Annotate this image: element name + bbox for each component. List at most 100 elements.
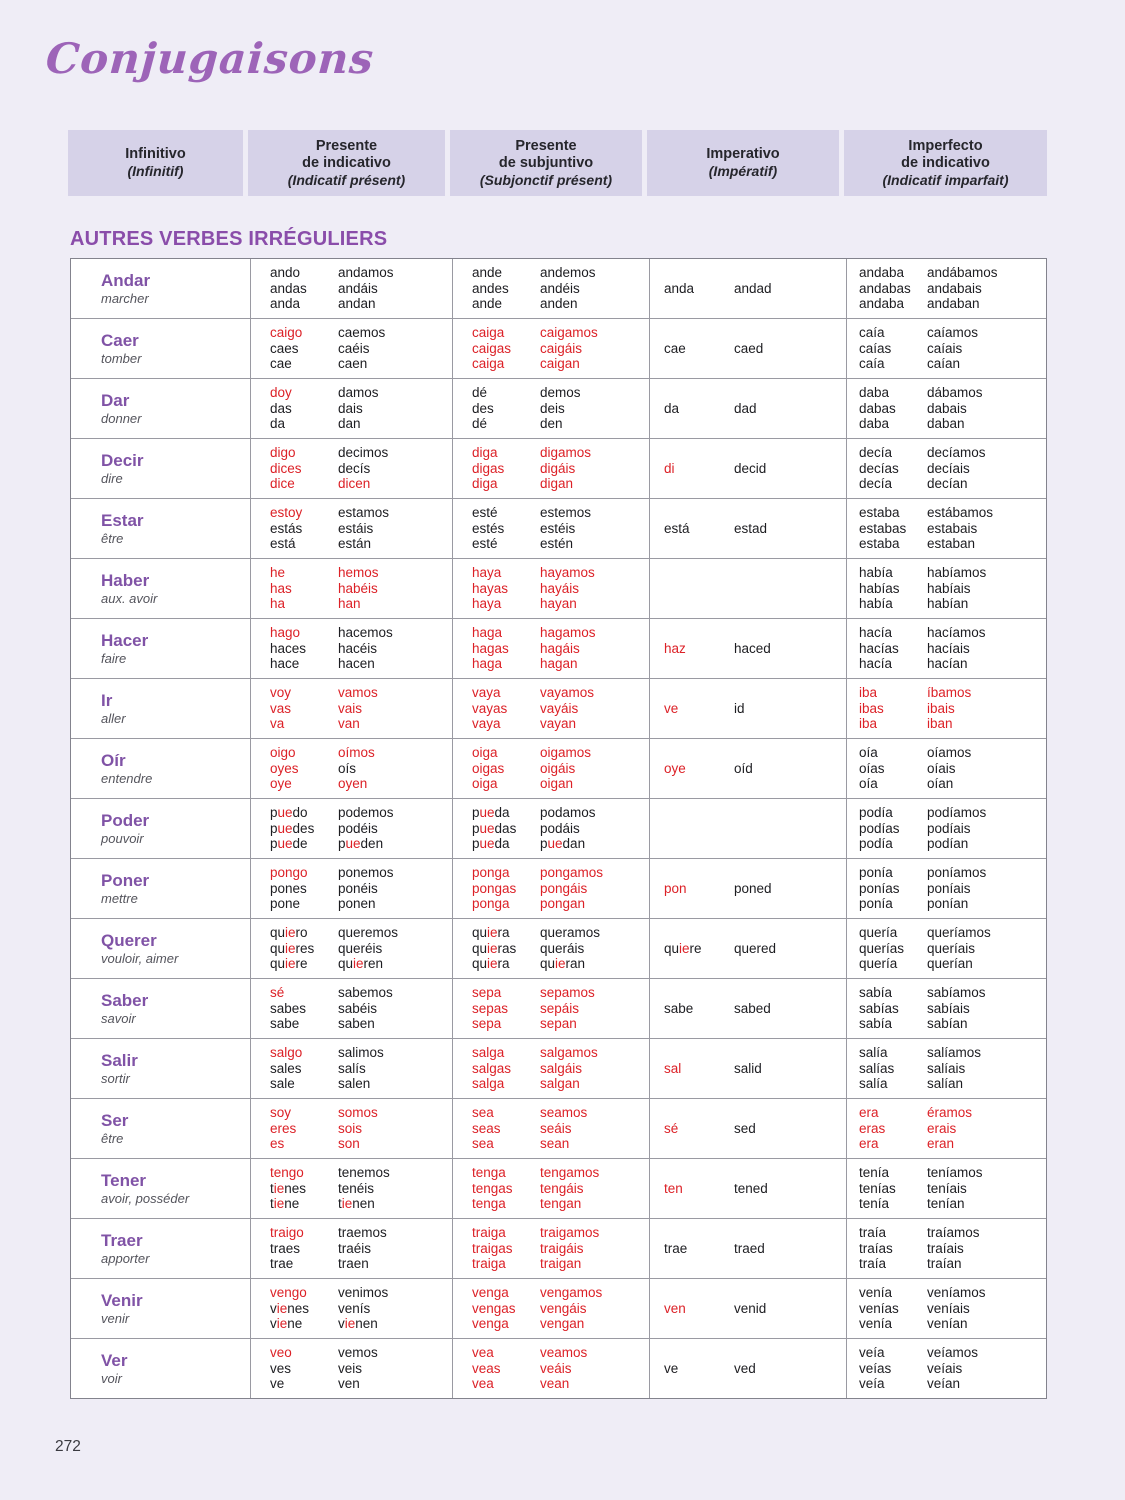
column-header: Infinitivo (Infinitif) xyxy=(68,130,243,196)
imperative-plural: andad xyxy=(734,281,772,297)
conjugated-form: decimos xyxy=(338,445,388,461)
regular-segment: caía xyxy=(859,356,885,372)
irregular-segment: hagamos xyxy=(540,625,596,641)
regular-segment: podían xyxy=(927,836,969,852)
presente-subjuntivo-cell: sepa sepas sepa sepamos sepáis sepan xyxy=(452,979,649,1038)
conjugated-form: traía xyxy=(859,1256,927,1272)
conjugated-form: seáis xyxy=(540,1121,587,1137)
conjugated-form: traigas xyxy=(472,1241,540,1257)
conjugated-form: ve xyxy=(270,1376,338,1392)
regular-segment: qu xyxy=(270,940,286,956)
conjugated-form: sabemos xyxy=(338,985,393,1001)
regular-segment: demos xyxy=(540,385,581,401)
regular-segment: anda xyxy=(664,280,695,296)
conjugated-form: estamos xyxy=(338,505,389,521)
conjugated-form: salíamos xyxy=(927,1045,981,1061)
conjugated-form: tenga xyxy=(472,1165,540,1181)
imperfecto-cell: ponía ponías ponía poníamos poníais ponían xyxy=(846,859,1044,918)
regular-segment: venís xyxy=(338,1300,371,1316)
regular-segment: andabais xyxy=(927,280,982,296)
irregular-segment: soy xyxy=(270,1105,292,1121)
irregular-segment: salgan xyxy=(540,1076,580,1092)
conjugated-form: digan xyxy=(540,476,591,492)
singular-forms: era eras era xyxy=(859,1105,927,1152)
irregular-segment: ve xyxy=(664,700,679,716)
conjugated-form: hemos xyxy=(338,565,379,581)
conjugated-form: podía xyxy=(859,836,927,852)
singular-forms: he has ha xyxy=(270,565,338,612)
imperfecto-cell: podía podías podía podíamos podíais podían xyxy=(846,799,1044,858)
regular-segment: dan xyxy=(562,836,586,852)
singular-forms: doy das da xyxy=(270,385,338,432)
conjugated-form: vas xyxy=(270,701,338,717)
regular-segment: anden xyxy=(540,296,578,312)
regular-segment: da xyxy=(494,836,510,852)
singular-forms: sea seas sea xyxy=(472,1105,540,1152)
conjugated-form: caigamos xyxy=(540,325,598,341)
irregular-segment: pongamos xyxy=(540,865,604,881)
regular-segment: veíamos xyxy=(927,1345,979,1361)
regular-segment: había xyxy=(859,596,893,612)
imperative-plural: poned xyxy=(734,881,772,897)
regular-segment: traían xyxy=(927,1256,962,1272)
verb-name: Poner xyxy=(101,871,150,890)
imperfecto-cell: había habías había habíamos habíais habían xyxy=(846,559,1044,618)
conjugated-form: pongas xyxy=(472,881,540,897)
conjugated-form: caiga xyxy=(472,356,540,372)
conjugated-form: tienen xyxy=(338,1196,390,1212)
verb-row: Ir aller voy vas va vamos vais van vaya vayas vaya… xyxy=(71,678,1046,738)
irregular-segment: pongáis xyxy=(540,880,588,896)
verb-row: Venir venir vengo vienes viene venimos venís vi… xyxy=(71,1278,1046,1338)
regular-segment: venías xyxy=(859,1300,899,1316)
singular-forms: sé sabes sabe xyxy=(270,985,338,1032)
conjugated-form: oíais xyxy=(927,761,971,777)
conjugated-form: querías xyxy=(859,941,927,957)
regular-segment: queréis xyxy=(338,940,383,956)
conjugated-form: caen xyxy=(338,356,385,372)
conjugated-form: soy xyxy=(270,1105,338,1121)
header-subtitle: (Subjonctif présent) xyxy=(479,171,613,188)
regular-segment: andes xyxy=(472,280,509,296)
conjugated-form: habíamos xyxy=(927,565,986,581)
conjugated-form: traían xyxy=(927,1256,980,1272)
conjugated-form: da xyxy=(270,416,338,432)
regular-segment: sabemos xyxy=(338,985,393,1001)
regular-segment: estad xyxy=(734,520,768,536)
conjugated-form: ponen xyxy=(338,896,394,912)
imperativo-cell xyxy=(649,799,846,858)
regular-segment: caía xyxy=(859,325,885,341)
regular-segment: re xyxy=(295,956,308,972)
singular-forms: salía salías salía xyxy=(859,1045,927,1092)
irregular-segment: digamos xyxy=(540,445,592,461)
conjugated-form: sepáis xyxy=(540,1001,595,1017)
imperative-plural: estad xyxy=(734,521,767,537)
regular-segment: nen xyxy=(352,1196,375,1212)
conjugated-form: den xyxy=(540,416,581,432)
regular-segment: oís xyxy=(338,760,357,776)
regular-segment: ve xyxy=(664,1360,679,1376)
imperative-singular: trae xyxy=(664,1241,734,1257)
infinitive-cell: Traer apporter xyxy=(71,1219,250,1278)
infinitive-cell: Hacer faire xyxy=(71,619,250,678)
regular-segment: andábamos xyxy=(927,265,998,281)
regular-segment: estamos xyxy=(338,505,390,521)
irregular-segment: oyen xyxy=(338,776,368,792)
conjugated-form: ande xyxy=(472,265,540,281)
regular-segment: trae xyxy=(664,1240,688,1256)
conjugated-form: deis xyxy=(540,401,581,417)
regular-segment: hacíais xyxy=(927,640,970,656)
regular-segment: ras xyxy=(497,940,517,956)
irregular-segment: son xyxy=(338,1136,360,1152)
conjugated-form: caigo xyxy=(270,325,338,341)
regular-segment: sabíais xyxy=(927,1000,970,1016)
imperativo-cell: quiere quered xyxy=(649,919,846,978)
conjugated-form: ibais xyxy=(927,701,971,717)
irregular-segment: vayáis xyxy=(540,700,579,716)
irregular-segment: sea xyxy=(472,1105,494,1121)
plural-forms: hemos habéis han xyxy=(338,565,379,612)
singular-forms: sabía sabías sabía xyxy=(859,985,927,1032)
regular-segment: está xyxy=(664,520,690,536)
conjugated-form: veía xyxy=(859,1376,927,1392)
regular-segment: estaba xyxy=(859,536,900,552)
imperativo-cell: ve id xyxy=(649,679,846,738)
